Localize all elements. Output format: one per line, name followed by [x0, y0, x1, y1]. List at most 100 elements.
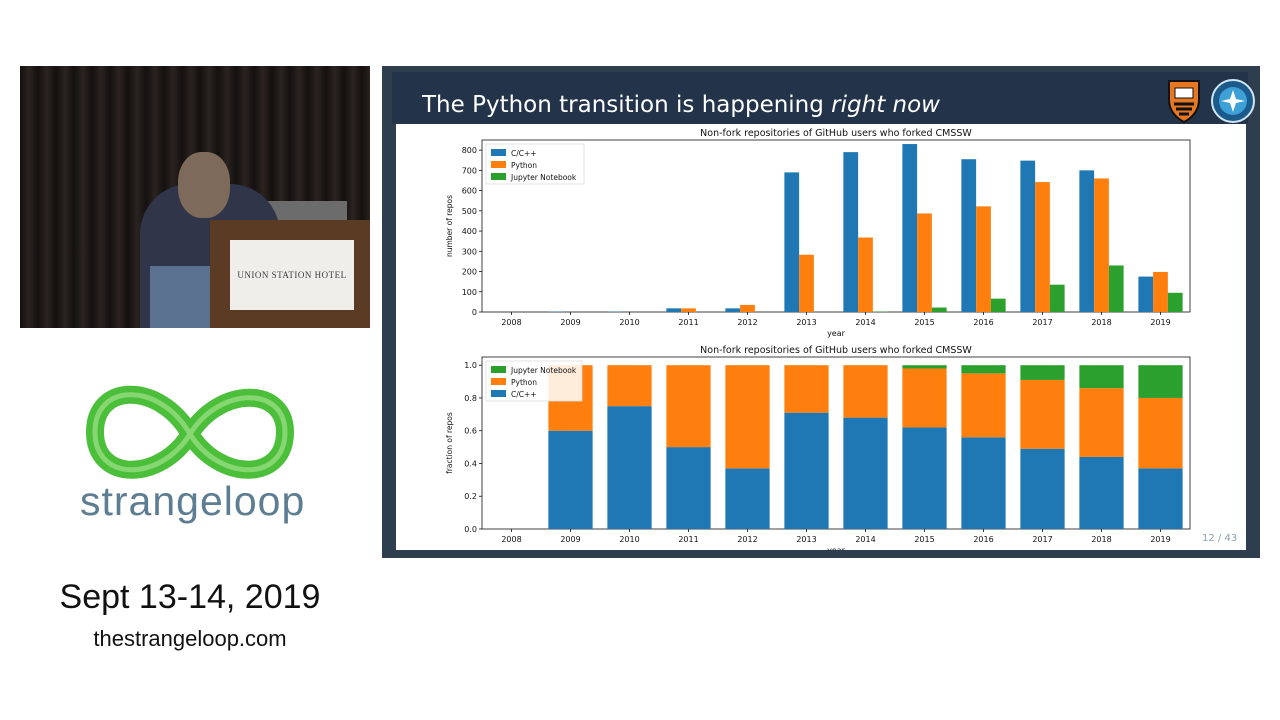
y-tick-label: 600: [462, 187, 477, 196]
x-tick-label: 2013: [796, 318, 816, 327]
x-tick-label: 2014: [855, 318, 875, 327]
slide-body: Non-fork repositories of GitHub users wh…: [396, 124, 1246, 555]
stacked-bar-python: [961, 373, 1006, 438]
slide-page-number: 12 / 43: [1202, 533, 1238, 544]
plot-frame: [481, 139, 1191, 313]
stacked-bar-jupyter-notebook: [902, 365, 947, 369]
event-website: thestrangeloop.com: [93, 626, 287, 651]
stacked-bar-jupyter-notebook: [1020, 365, 1065, 380]
y-tick-label: 700: [462, 166, 477, 175]
stacked-bar-python: [666, 365, 711, 448]
x-tick-label: 2011: [678, 535, 698, 544]
y-tick-label: 0: [472, 308, 477, 317]
x-tick-label: 2009: [560, 318, 580, 327]
x-tick-label: 2009: [560, 535, 580, 544]
slide-title-bar: The Python transition is happening right…: [392, 72, 1255, 124]
bar-jupyter-notebook: [1108, 265, 1124, 312]
slide-title-emphasis: right now: [831, 92, 940, 118]
bar-python: [917, 213, 932, 312]
bar-c-c-: [1020, 160, 1036, 312]
stacked-bar-c-c-: [666, 447, 711, 529]
slide-title: The Python transition is happening right…: [422, 92, 940, 118]
bar-python: [1035, 182, 1050, 312]
bar-python: [1094, 178, 1109, 312]
legend-swatch: [491, 366, 506, 373]
y-tick-label: 0.0: [464, 525, 477, 534]
stacked-bar-c-c-: [607, 406, 652, 529]
stacked-bar-python: [607, 365, 652, 407]
x-tick-label: 2015: [914, 318, 934, 327]
chart-title: Non-fork repositories of GitHub users wh…: [700, 128, 972, 139]
x-tick-label: 2016: [973, 318, 993, 327]
stacked-bar-c-c-: [1138, 468, 1183, 529]
bar-python: [740, 304, 755, 312]
legend-swatch: [491, 378, 506, 385]
strangeloop-wordmark: strangeloop: [80, 478, 306, 524]
legend-label: Python: [511, 161, 537, 170]
chart-title: Non-fork repositories of GitHub users wh…: [700, 345, 972, 356]
bar-c-c-: [725, 308, 741, 312]
bar-c-c-: [1138, 276, 1154, 312]
legend-swatch: [491, 173, 506, 180]
stacked-bar-c-c-: [1079, 456, 1124, 529]
y-tick-label: 200: [462, 268, 477, 277]
y-tick-label: 0.4: [464, 459, 477, 468]
x-tick-label: 2011: [678, 318, 698, 327]
bar-c-c-: [1079, 170, 1095, 312]
stacked-bar-c-c-: [548, 430, 593, 529]
x-axis-label: year: [827, 329, 846, 338]
stacked-bar-c-c-: [784, 412, 829, 529]
legend-swatch: [491, 161, 506, 168]
y-tick-label: 300: [462, 247, 477, 256]
x-tick-label: 2012: [737, 318, 757, 327]
x-tick-label: 2008: [501, 318, 521, 327]
legend-swatch: [491, 390, 506, 397]
stacked-bar-c-c-: [725, 468, 770, 529]
speaker-video: UNION STATION HOTEL: [20, 66, 370, 328]
y-tick-label: 500: [462, 207, 477, 216]
x-tick-label: 2010: [619, 318, 639, 327]
bar-python: [1153, 271, 1168, 312]
y-axis-label: fraction of repos: [445, 412, 454, 474]
legend-label: C/C++: [511, 149, 537, 158]
bar-jupyter-notebook: [1167, 292, 1183, 312]
y-tick-label: 0.8: [464, 394, 477, 403]
stacked-bar-jupyter-notebook: [961, 365, 1006, 374]
x-tick-label: 2017: [1032, 318, 1052, 327]
podium-sign: UNION STATION HOTEL: [230, 240, 354, 310]
speaker-head: [178, 152, 230, 218]
stacked-bar-python: [902, 368, 947, 428]
legend-swatch: [491, 149, 506, 156]
y-tick-label: 800: [462, 146, 477, 155]
y-tick-label: 400: [462, 227, 477, 236]
stacked-bar-python: [784, 365, 829, 413]
x-tick-label: 2018: [1091, 535, 1111, 544]
bar-c-c-: [961, 159, 977, 312]
x-tick-label: 2018: [1091, 318, 1111, 327]
stacked-bar-jupyter-notebook: [1079, 365, 1124, 389]
stacked-bar-python: [1138, 397, 1183, 469]
stacked-bar-c-c-: [961, 437, 1006, 529]
x-tick-label: 2008: [501, 535, 521, 544]
x-tick-label: 2015: [914, 535, 934, 544]
y-tick-label: 1.0: [464, 361, 477, 370]
stacked-bar-python: [1020, 379, 1065, 449]
legend-label: Jupyter Notebook: [510, 173, 577, 182]
y-tick-label: 100: [462, 288, 477, 297]
stacked-bar-python: [843, 365, 888, 418]
event-dates: Sept 13-14, 2019: [59, 578, 321, 616]
bar-jupyter-notebook: [931, 307, 947, 312]
x-tick-label: 2016: [973, 535, 993, 544]
institute-seal-icon: [1211, 79, 1255, 123]
x-axis-label: year: [827, 546, 846, 550]
stacked-bar-python: [725, 365, 770, 469]
y-axis-label: number of repos: [445, 195, 454, 257]
legend-label: Python: [511, 378, 537, 387]
y-tick-label: 0.6: [464, 427, 477, 436]
x-tick-label: 2019: [1150, 535, 1170, 544]
bar-jupyter-notebook: [990, 298, 1006, 312]
stacked-bar-python: [1079, 388, 1124, 457]
legend-label: Jupyter Notebook: [510, 366, 577, 375]
charts-figure: Non-fork repositories of GitHub users wh…: [445, 128, 1191, 555]
bar-c-c-: [666, 308, 682, 312]
